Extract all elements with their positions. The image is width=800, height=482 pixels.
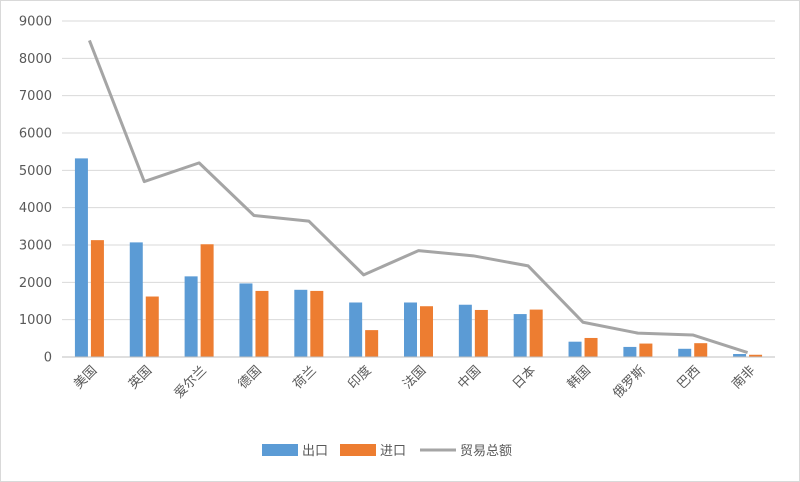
x-category-label: 日本 [510, 363, 539, 392]
export-bar [184, 276, 198, 357]
import-bar [639, 343, 653, 357]
x-category-label: 法国 [400, 363, 429, 392]
y-tick-label: 4000 [19, 201, 52, 216]
export-bar [678, 348, 692, 357]
gridlines [62, 20, 775, 321]
x-category-label: 南非 [729, 363, 759, 393]
import-bar [694, 343, 708, 357]
x-category-label: 印度 [345, 363, 375, 393]
x-category-label: 英国 [126, 363, 155, 392]
y-tick-label: 7000 [19, 89, 52, 104]
y-tick-label: 0 [44, 351, 52, 366]
y-axis-ticks: 0 1000 2000 3000 4000 5000 6000 7000 8000 9000 [19, 15, 52, 366]
export-bar [458, 304, 472, 357]
y-tick-label: 8000 [19, 52, 52, 67]
legend-label: 进口 [380, 444, 406, 459]
import-bar [420, 306, 433, 357]
legend-label: 贸易总额 [460, 444, 512, 459]
import-bar [529, 309, 543, 357]
y-tick-label: 2000 [19, 276, 52, 291]
legend-label: 出口 [302, 444, 328, 459]
x-category-label: 巴西 [675, 363, 704, 392]
export-bar [623, 346, 637, 357]
import-bar [255, 290, 269, 357]
y-tick-label: 9000 [19, 15, 52, 30]
total-trade-line [88, 39, 749, 354]
y-tick-label: 6000 [19, 127, 52, 142]
export-bar [513, 314, 527, 357]
x-category-label: 德国 [236, 363, 265, 392]
export-bar [74, 158, 88, 357]
import-bar [90, 240, 104, 357]
y-tick-label: 3000 [19, 239, 52, 254]
export-bar [404, 302, 417, 357]
legend-swatch [262, 444, 298, 456]
export-bar [239, 283, 253, 357]
export-bar [129, 242, 143, 357]
import-bar [310, 290, 324, 357]
x-axis-categories: 美国 英国 爱尔兰 德国 荷兰 印度 法国 中国 日本 韩国 俄罗斯 巴西 南非 [71, 363, 758, 402]
import-bar [200, 244, 214, 357]
legend-swatch [340, 444, 376, 456]
import-bar [749, 354, 763, 357]
x-category-label: 荷兰 [291, 363, 320, 392]
x-category-label: 韩国 [565, 363, 594, 392]
export-bar [294, 289, 308, 357]
export-bar [349, 302, 363, 357]
x-category-label: 爱尔兰 [172, 363, 210, 401]
total-line [88, 39, 749, 354]
bars [74, 158, 763, 357]
export-bar [733, 354, 747, 357]
y-tick-label: 1000 [19, 313, 52, 328]
x-category-label: 俄罗斯 [611, 363, 649, 401]
x-category-label: 中国 [455, 363, 484, 392]
x-category-label: 美国 [71, 363, 100, 392]
import-bar [584, 337, 598, 357]
export-bar [568, 341, 582, 357]
y-tick-label: 5000 [19, 164, 52, 179]
import-bar [145, 296, 159, 357]
import-bar [365, 330, 379, 357]
legend: 出口 进口 贸易总额 [262, 444, 512, 459]
import-bar [474, 309, 488, 357]
